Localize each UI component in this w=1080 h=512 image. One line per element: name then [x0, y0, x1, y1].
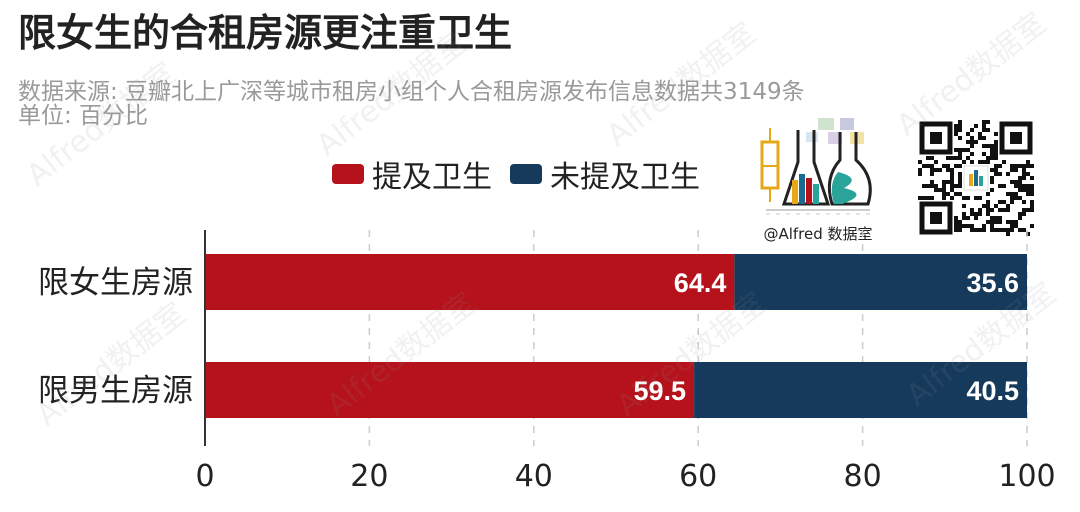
x-tick-label: 60 — [679, 459, 717, 494]
bar-value-label: 59.5 — [634, 376, 687, 406]
legend-item-series-2: 未提及卫生 — [510, 152, 700, 196]
x-axis-ticks: 0 20 40 60 80 100 — [195, 459, 1055, 494]
data-labels: 64.4 35.6 59.5 40.5 — [634, 268, 1019, 406]
chart-subtitle: 数据来源: 豆瓣北上广深等城市租房小组个人合租房源发布信息数据共3149条 单位… — [18, 80, 805, 128]
brand-logo: @Alfred 数据室 — [758, 118, 878, 244]
brand-logo-graphic — [760, 118, 872, 215]
x-tick-label: 100 — [998, 459, 1055, 494]
subtitle-unit: 单位: 百分比 — [18, 103, 149, 130]
bar-segment — [734, 254, 1027, 310]
logo-caption: @Alfred 数据室 — [763, 225, 873, 243]
category-label: 限女生房源 — [38, 265, 193, 301]
x-tick-label: 20 — [350, 459, 388, 494]
bars — [205, 254, 1027, 418]
bar-segment — [205, 362, 695, 418]
bar-segment — [205, 254, 735, 310]
legend-label-series-2: 未提及卫生 — [550, 160, 700, 195]
bar-value-label: 35.6 — [966, 268, 1019, 298]
qr-code — [918, 120, 1034, 236]
legend-swatch-series-1 — [332, 164, 364, 184]
legend-label-series-1: 提及卫生 — [372, 160, 492, 195]
category-label: 限男生房源 — [38, 373, 193, 409]
x-tick-label: 0 — [195, 459, 214, 494]
legend-item-series-1: 提及卫生 — [332, 152, 492, 196]
x-tick-label: 80 — [844, 459, 882, 494]
bar-value-label: 40.5 — [966, 376, 1019, 406]
bar-segment — [694, 362, 1027, 418]
legend: 提及卫生 未提及卫生 — [332, 152, 700, 196]
bar-value-label: 64.4 — [674, 268, 727, 298]
subtitle-source: 数据来源: 豆瓣北上广深等城市租房小组个人合租房源发布信息数据共3149条 — [18, 79, 805, 105]
legend-swatch-series-2 — [510, 164, 542, 184]
chart-title: 限女生的合租房源更注重卫生 — [18, 11, 513, 55]
x-tick-label: 40 — [515, 459, 553, 494]
